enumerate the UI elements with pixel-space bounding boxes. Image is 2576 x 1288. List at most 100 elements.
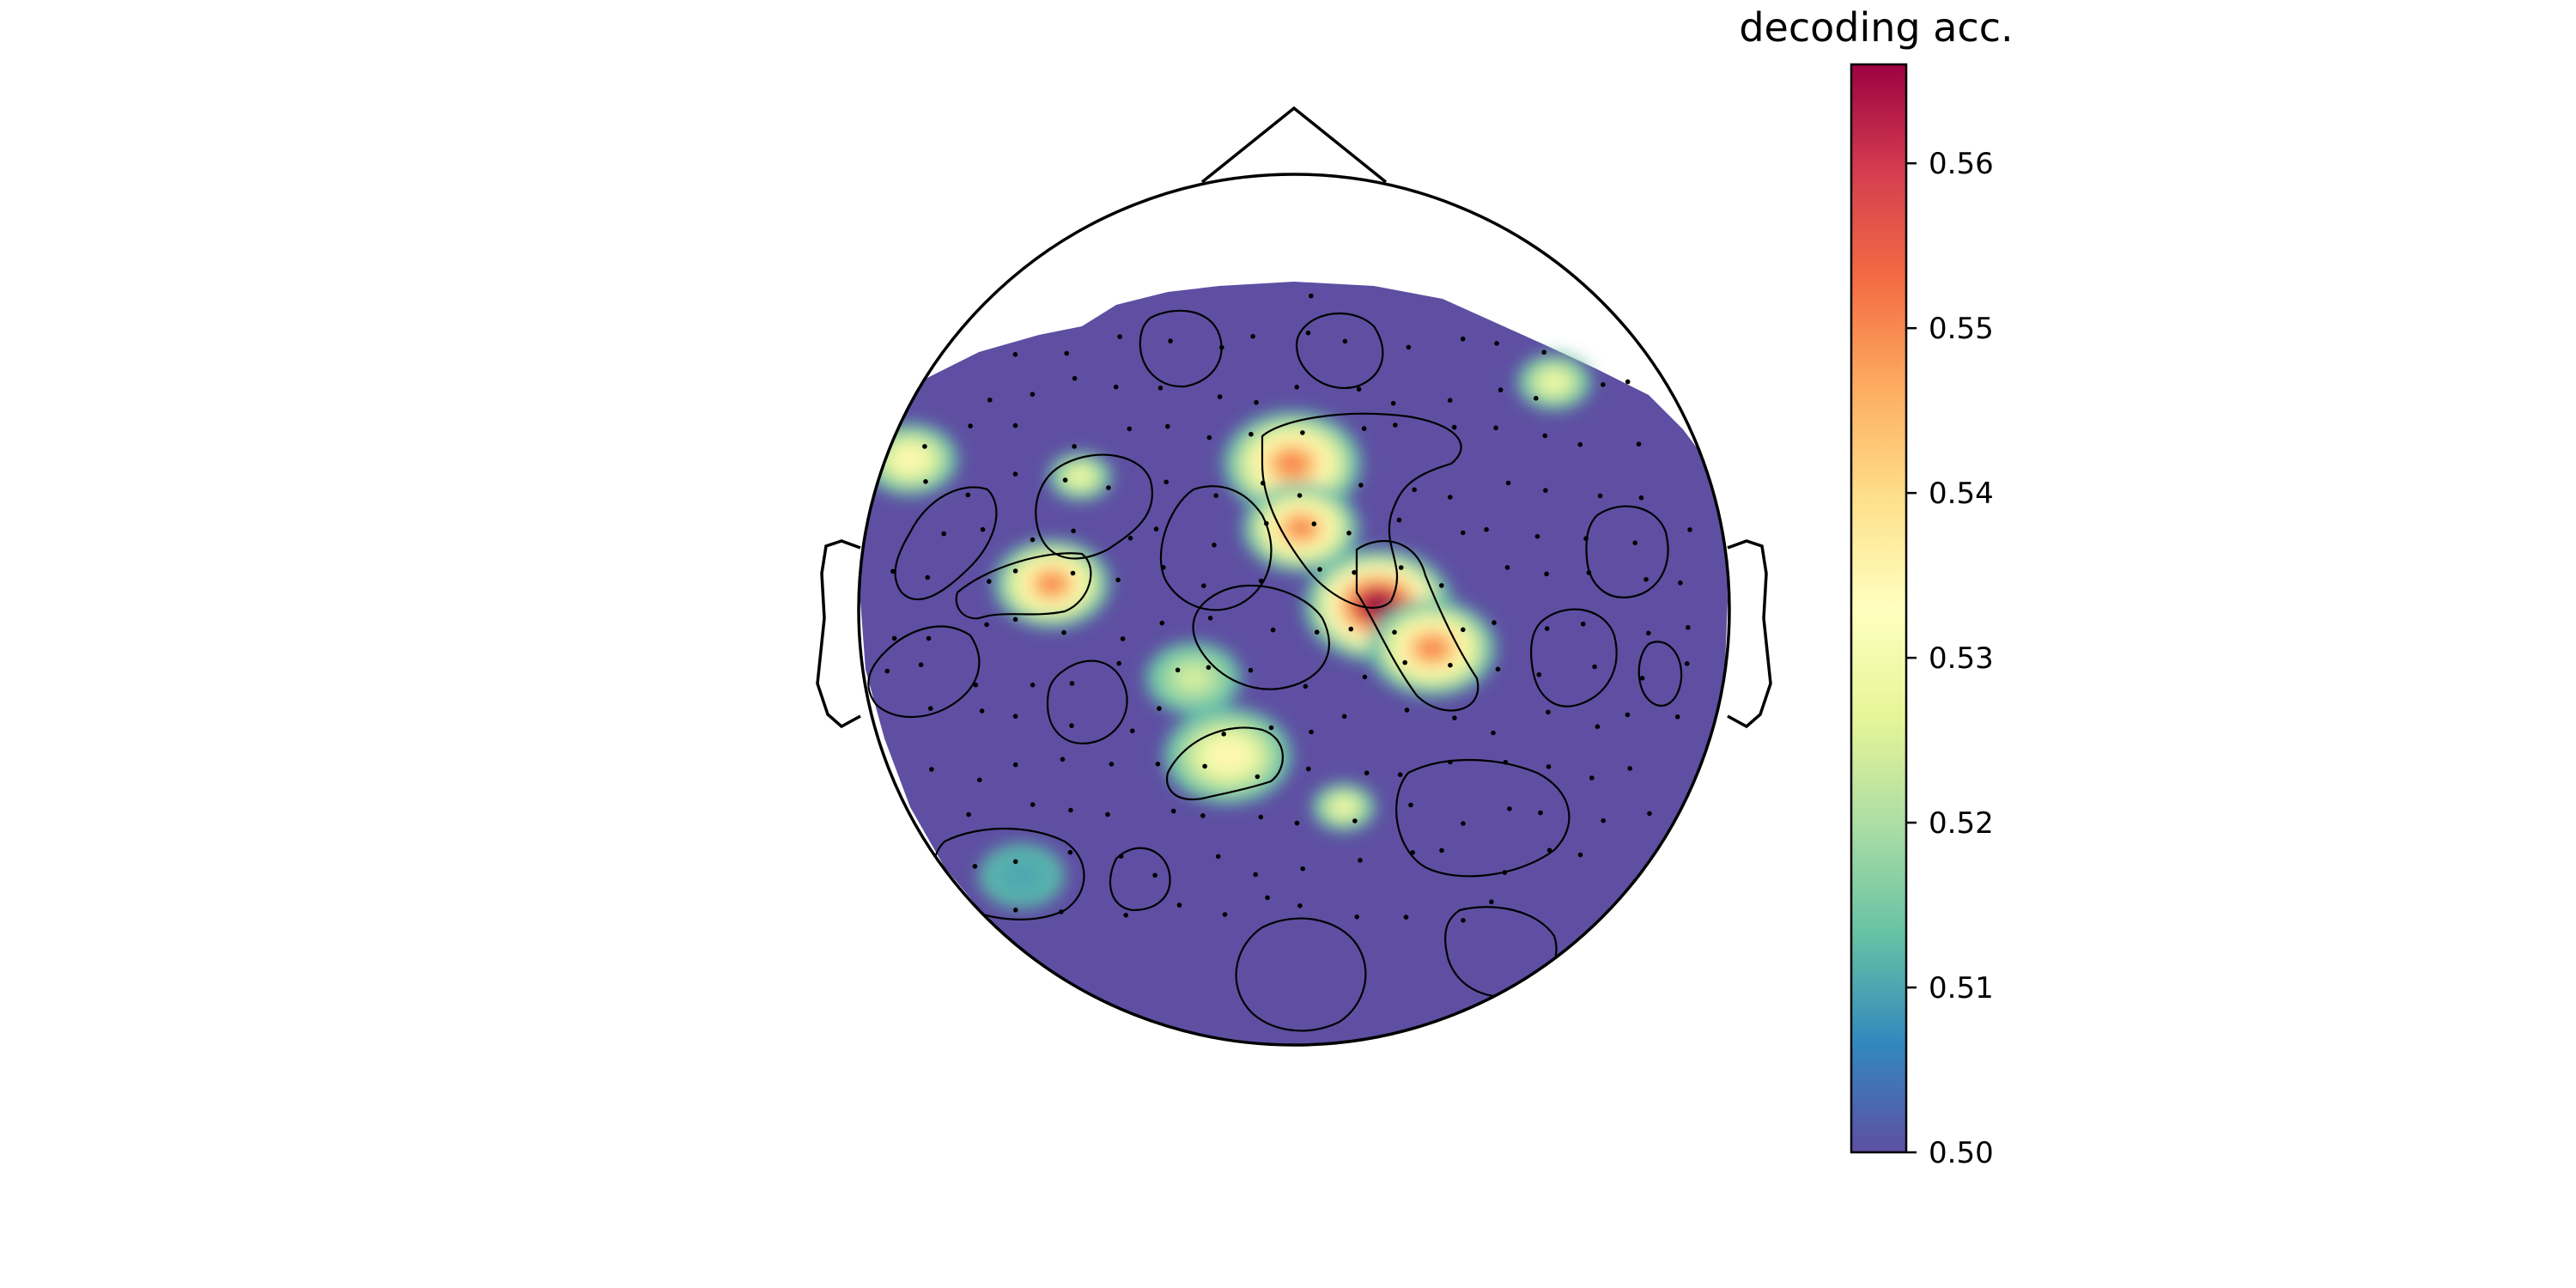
hotspot-left-temporal <box>993 538 1111 629</box>
sensor-dot <box>1364 770 1370 775</box>
sensor-dot <box>1398 565 1404 570</box>
sensor-dot <box>891 635 897 641</box>
sensor-dot <box>1176 902 1182 908</box>
hotspot-left-occipital <box>979 843 1065 908</box>
sensor-dot <box>1538 810 1543 816</box>
sensor-dot <box>1068 807 1073 813</box>
sensor-dot <box>1213 493 1218 498</box>
sensor-dot <box>928 706 933 711</box>
sensor-dot <box>1461 627 1466 633</box>
sensor-dot <box>1507 806 1512 811</box>
hotspot-layer <box>861 353 1592 908</box>
hotspot-level <box>1212 744 1243 768</box>
sensor-dot <box>1627 766 1632 771</box>
sensor-dot <box>1255 774 1261 780</box>
sensor-dot <box>1030 392 1036 398</box>
sensor-dot <box>1106 485 1111 490</box>
sensor-dot <box>1352 818 1358 823</box>
sensor-dot <box>1402 659 1407 665</box>
sensor-dot <box>1448 495 1453 500</box>
sensor-dot <box>1643 577 1649 582</box>
sensor-dot <box>1130 728 1135 733</box>
sensor-dot <box>926 635 932 641</box>
sensor-dot <box>1206 434 1212 440</box>
hotspot-parietal-right-small <box>1311 782 1376 832</box>
contour-line <box>894 486 998 601</box>
hotspot-level <box>1545 374 1564 390</box>
sensor-dot <box>1396 517 1402 523</box>
hotspot-level <box>1336 801 1352 813</box>
sensor-dot <box>1030 537 1036 543</box>
sensor-dot <box>1410 850 1415 855</box>
sensor-dot <box>979 708 985 714</box>
sensor-dot <box>1352 569 1357 575</box>
sensor-dot <box>1030 682 1036 688</box>
sensor-dot <box>1067 849 1073 855</box>
sensor-dot <box>1493 425 1498 431</box>
sensor-dot <box>1118 854 1124 859</box>
sensor-dot <box>1406 344 1412 350</box>
sensor-dot <box>925 574 931 580</box>
sensor-dot <box>1248 667 1254 673</box>
sensor-dot <box>1341 714 1347 720</box>
sensor-dot <box>929 767 934 772</box>
sensor-dot <box>1254 399 1259 405</box>
sensor-dot <box>1311 521 1317 526</box>
sensor-dot <box>1314 629 1320 635</box>
contour-line <box>1585 505 1669 598</box>
sensor-dot <box>1168 338 1173 343</box>
contour-line <box>1637 641 1683 707</box>
sensor-dot <box>1586 570 1592 575</box>
hotspot-level <box>1037 573 1066 595</box>
sensor-dot <box>884 668 890 674</box>
sensor-dot <box>1461 918 1466 923</box>
sensor-dot <box>1404 708 1410 713</box>
sensor-dot <box>1123 913 1128 918</box>
sensor-dot <box>1212 542 1217 548</box>
colorbar: decoding acc. 0.500.510.520.530.540.550.… <box>1739 4 2013 1170</box>
sensor-dot <box>1258 578 1264 584</box>
hotspot-parietal-central <box>1163 707 1292 805</box>
sensor-dot <box>1451 424 1457 430</box>
sensor-dot <box>1546 709 1551 715</box>
sensor-dot <box>1541 349 1546 355</box>
sensor-dot <box>1163 479 1169 485</box>
contour-line <box>1530 608 1618 708</box>
sensor-dot <box>973 682 979 688</box>
sensor-dot <box>1012 762 1018 768</box>
sensor-dot <box>1632 540 1637 545</box>
sensor-dot <box>1012 617 1018 623</box>
sensor-dot <box>1297 493 1303 498</box>
nose-outline <box>1200 106 1388 184</box>
colorbar-tick-label: 0.55 <box>1929 312 1994 346</box>
sensor-dot <box>1061 629 1066 635</box>
sensor-dot <box>1012 352 1018 357</box>
hotspot-left-central-small <box>1048 452 1113 501</box>
sensor-dot <box>1317 567 1322 572</box>
hotspot-level <box>1182 669 1206 688</box>
sensor-dot <box>1452 715 1457 720</box>
sensor-dot <box>1461 821 1466 826</box>
sensor-dot <box>1013 908 1018 913</box>
sensor-dot <box>1109 762 1115 767</box>
colorbar-tick-label: 0.52 <box>1929 806 1994 841</box>
sensor-dot <box>1601 817 1606 823</box>
hotspot-level <box>1072 471 1088 483</box>
sensor-dot <box>1115 577 1121 583</box>
sensor-dot <box>1294 820 1300 826</box>
sensor-dot <box>1534 396 1539 401</box>
contour-line <box>867 625 981 718</box>
right-ear-outline <box>1727 539 1772 729</box>
sensor-dot <box>980 526 986 532</box>
sensor-dot <box>966 811 971 817</box>
sensor-dot <box>965 492 971 498</box>
sensor-dot <box>1221 732 1226 737</box>
sensor-dot <box>1489 899 1494 905</box>
colorbar-tick-label: 0.56 <box>1929 147 1994 181</box>
sensor-dot <box>972 864 978 869</box>
sensor-dot <box>1113 384 1119 390</box>
sensor-dot <box>1412 487 1417 493</box>
sensor-dot <box>1544 626 1550 631</box>
contour-line <box>1261 412 1462 609</box>
sensor-dot <box>1012 859 1018 865</box>
